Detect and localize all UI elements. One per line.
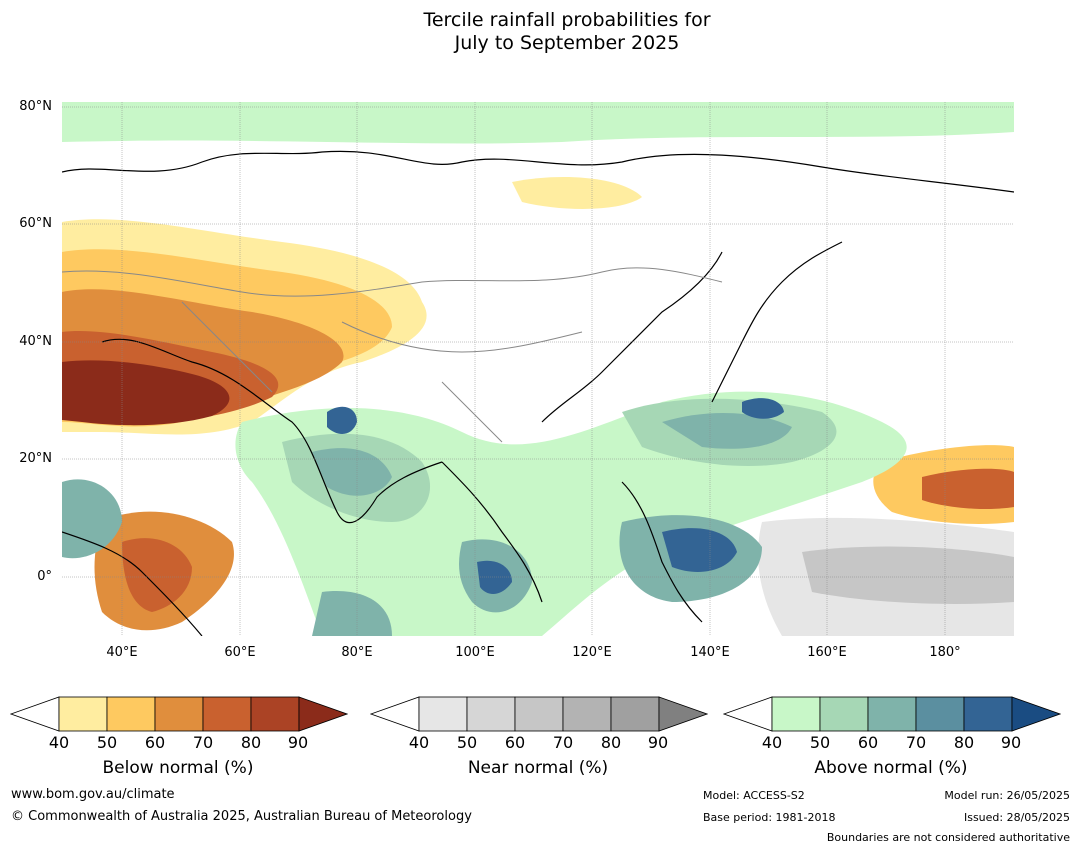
- tick: 40: [761, 733, 783, 752]
- colorbar-low-end: [723, 696, 773, 732]
- colorbar-low-end: [10, 696, 60, 732]
- lat-label-40n: 40°N: [19, 334, 52, 349]
- colorbar-high-end: [658, 696, 708, 732]
- lon-label-140e: 140°E: [690, 645, 730, 660]
- lat-label-80n: 80°N: [19, 99, 52, 114]
- lon-label-160e: 160°E: [807, 645, 847, 660]
- colorbar-label-near: Near normal (%): [467, 758, 609, 778]
- colorbar-segment: [202, 696, 252, 732]
- lat-label-20n: 20°N: [19, 451, 52, 466]
- tick: 40: [408, 733, 430, 752]
- tick: 80: [240, 733, 262, 752]
- lat-label-60n: 60°N: [19, 216, 52, 231]
- below-normal-regions: [62, 177, 1014, 631]
- colorbar-high-end: [1011, 696, 1061, 732]
- copyright-text: © Commonwealth of Australia 2025, Austra…: [11, 809, 472, 824]
- colorbar-segment: [771, 696, 821, 732]
- lon-label-40e: 40°E: [106, 645, 138, 660]
- tick: 70: [552, 733, 574, 752]
- issued-text: Issued: 28/05/2025: [963, 811, 1070, 824]
- colorbar-segment: [867, 696, 917, 732]
- colorbar-label-below: Below normal (%): [102, 758, 254, 778]
- tick: 80: [953, 733, 975, 752]
- colorbar-segment: [963, 696, 1013, 732]
- colorbar-label-above: Above normal (%): [814, 758, 968, 778]
- boundaries-note: Boundaries are not considered authoritat…: [826, 831, 1070, 844]
- country-borders: [61, 267, 723, 443]
- colorbar-segment: [514, 696, 564, 732]
- colorbar-below-normal: [10, 696, 348, 732]
- tick: 60: [504, 733, 526, 752]
- colorbar-near-normal: [370, 696, 708, 732]
- tick: 50: [456, 733, 478, 752]
- tick: 60: [144, 733, 166, 752]
- base-period-text: Base period: 1981-2018: [703, 811, 836, 824]
- tick: 90: [647, 733, 669, 752]
- tick: 50: [809, 733, 831, 752]
- lon-label-100e: 100°E: [455, 645, 495, 660]
- tick: 90: [287, 733, 309, 752]
- lon-label-60e: 60°E: [224, 645, 256, 660]
- colorbar-above-normal: [723, 696, 1061, 732]
- colorbar-segment: [250, 696, 300, 732]
- model-text: Model: ACCESS-S2: [703, 789, 805, 802]
- colorbar-high-end: [298, 696, 348, 732]
- lon-label-180: 180°: [929, 645, 961, 660]
- coastlines: [61, 150, 1015, 637]
- colorbar-segment: [915, 696, 965, 732]
- colorbar-segment: [106, 696, 156, 732]
- tick: 70: [905, 733, 927, 752]
- tick: 80: [600, 733, 622, 752]
- tick: 60: [857, 733, 879, 752]
- colorbar-segment: [154, 696, 204, 732]
- tick: 90: [1000, 733, 1022, 752]
- tick: 70: [192, 733, 214, 752]
- title-line-2: July to September 2025: [454, 32, 680, 54]
- lat-label-0: 0°: [37, 569, 52, 584]
- tick: 50: [96, 733, 118, 752]
- colorbar-segment: [610, 696, 660, 732]
- colorbar-segment: [466, 696, 516, 732]
- map-title: Tercile rainfall probabilities for July …: [0, 9, 1081, 55]
- colorbar-segment: [418, 696, 468, 732]
- colorbar-segment: [562, 696, 612, 732]
- map-canvas: [61, 102, 1015, 637]
- graticule: [62, 102, 1014, 636]
- lon-label-80e: 80°E: [341, 645, 373, 660]
- colorbar-low-end: [370, 696, 420, 732]
- tick: 40: [48, 733, 70, 752]
- website-link[interactable]: www.bom.gov.au/climate: [11, 787, 175, 802]
- title-line-1: Tercile rainfall probabilities for: [423, 9, 711, 31]
- model-run-text: Model run: 26/05/2025: [944, 789, 1070, 802]
- above-normal-regions: [62, 102, 1014, 636]
- colorbar-segment: [58, 696, 108, 732]
- rainfall-map: [61, 102, 1015, 637]
- colorbar-segment: [819, 696, 869, 732]
- lon-label-120e: 120°E: [572, 645, 612, 660]
